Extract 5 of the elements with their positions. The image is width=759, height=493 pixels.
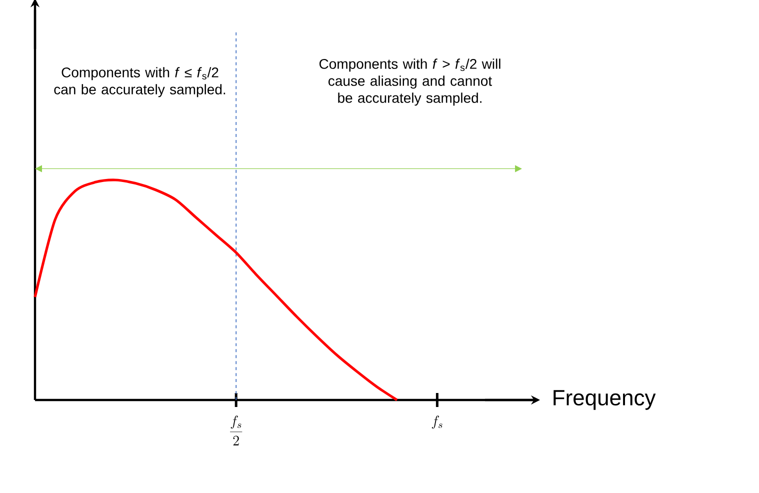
text: Components with f ≤ f$_{s}$/2 can be accurately sampled. bbox=[54, 67, 226, 98]
text: Components with f > f$_{s}$/2 will cause aliasing and cannot be accurately sampled. bbox=[319, 58, 500, 106]
x-tick-label: $f_s$ bbox=[432, 416, 442, 429]
x-tick-label: $\frac{f_s}{2}$ bbox=[230, 416, 242, 446]
x-axis-title: Frequency bbox=[554, 390, 656, 410]
